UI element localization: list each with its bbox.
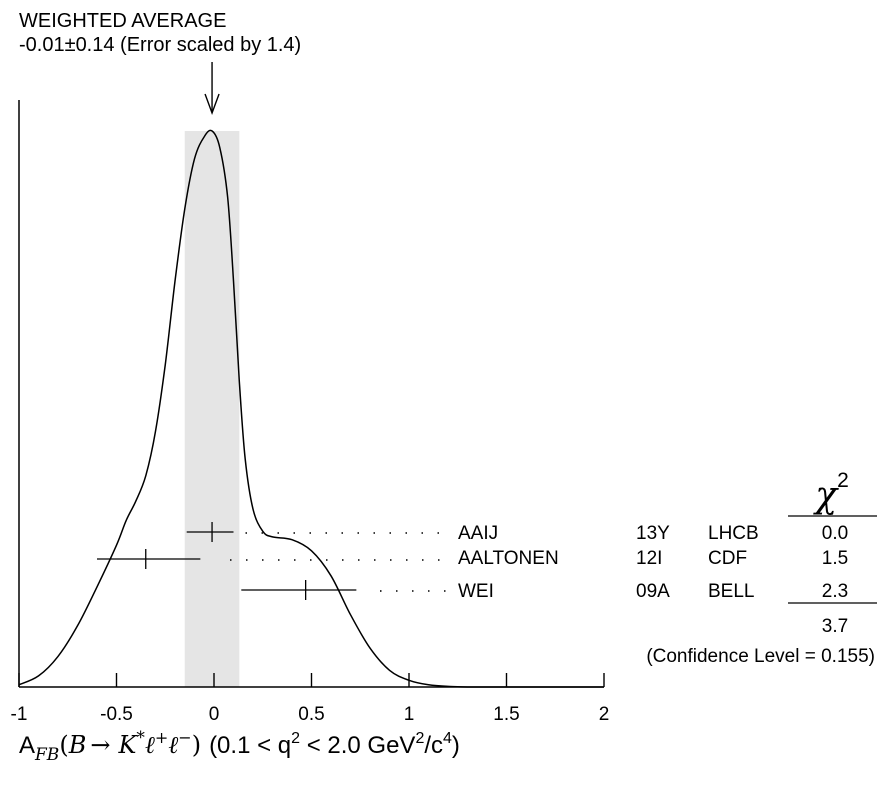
x-tick-label: 0.5 <box>298 704 324 725</box>
x-tick-label: 2 <box>599 704 610 725</box>
x-tick-label: -0.5 <box>100 704 133 725</box>
chart-title: WEIGHTED AVERAGE <box>19 10 226 32</box>
measurement-experiment: CDF <box>708 548 747 569</box>
measurement-chi2: 2.3 <box>822 581 848 602</box>
x-tick-label: 0 <box>209 704 220 725</box>
measurement-author: AAIJ <box>458 523 498 544</box>
x-axis-ticks: -1 -0.5 0 0.5 1 1.5 2 <box>11 673 610 725</box>
chart-subtitle: -0.01±0.14 (Error scaled by 1.4) <box>19 34 301 56</box>
measurement-marks <box>97 522 450 600</box>
chi2-header: χ2 <box>812 469 849 516</box>
measurement-chi2: 1.5 <box>822 548 848 569</box>
average-arrow <box>205 62 219 113</box>
confidence-level: (Confidence Level = 0.155) <box>646 646 875 667</box>
ideogram-curve <box>19 130 604 687</box>
measurement-experiment: LHCB <box>708 523 759 544</box>
measurement-author: AALTONEN <box>458 548 559 569</box>
chi2-total: 3.7 <box>822 616 848 637</box>
x-tick-label: -1 <box>11 704 28 725</box>
measurement-chi2: 0.0 <box>822 523 848 544</box>
measurement-year: 09A <box>636 581 670 602</box>
measurement-author: WEI <box>458 581 494 602</box>
measurement-year: 12I <box>636 548 662 569</box>
x-tick-label: 1.5 <box>493 704 519 725</box>
average-band <box>185 131 240 687</box>
measurement-year: 13Y <box>636 523 670 544</box>
x-axis-label: AFB(B → K*ℓ+ℓ−) (0.1 < q2 < 2.0 GeV2/c4) <box>19 728 460 765</box>
x-tick-label: 1 <box>404 704 415 725</box>
measurement-experiment: BELL <box>708 581 754 602</box>
